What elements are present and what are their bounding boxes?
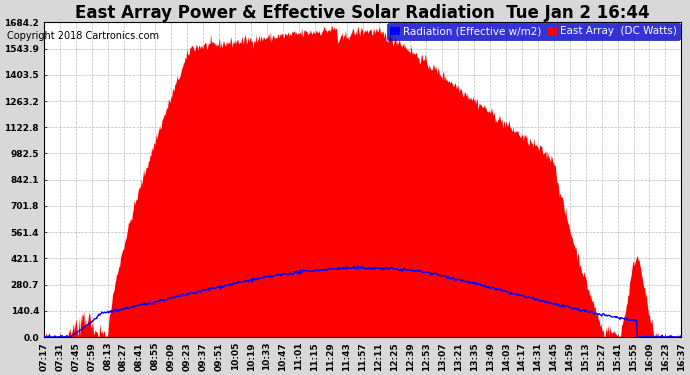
Title: East Array Power & Effective Solar Radiation  Tue Jan 2 16:44: East Array Power & Effective Solar Radia…	[75, 4, 650, 22]
Text: Copyright 2018 Cartronics.com: Copyright 2018 Cartronics.com	[7, 32, 159, 41]
Legend: Radiation (Effective w/m2), East Array  (DC Watts): Radiation (Effective w/m2), East Array (…	[386, 23, 680, 40]
